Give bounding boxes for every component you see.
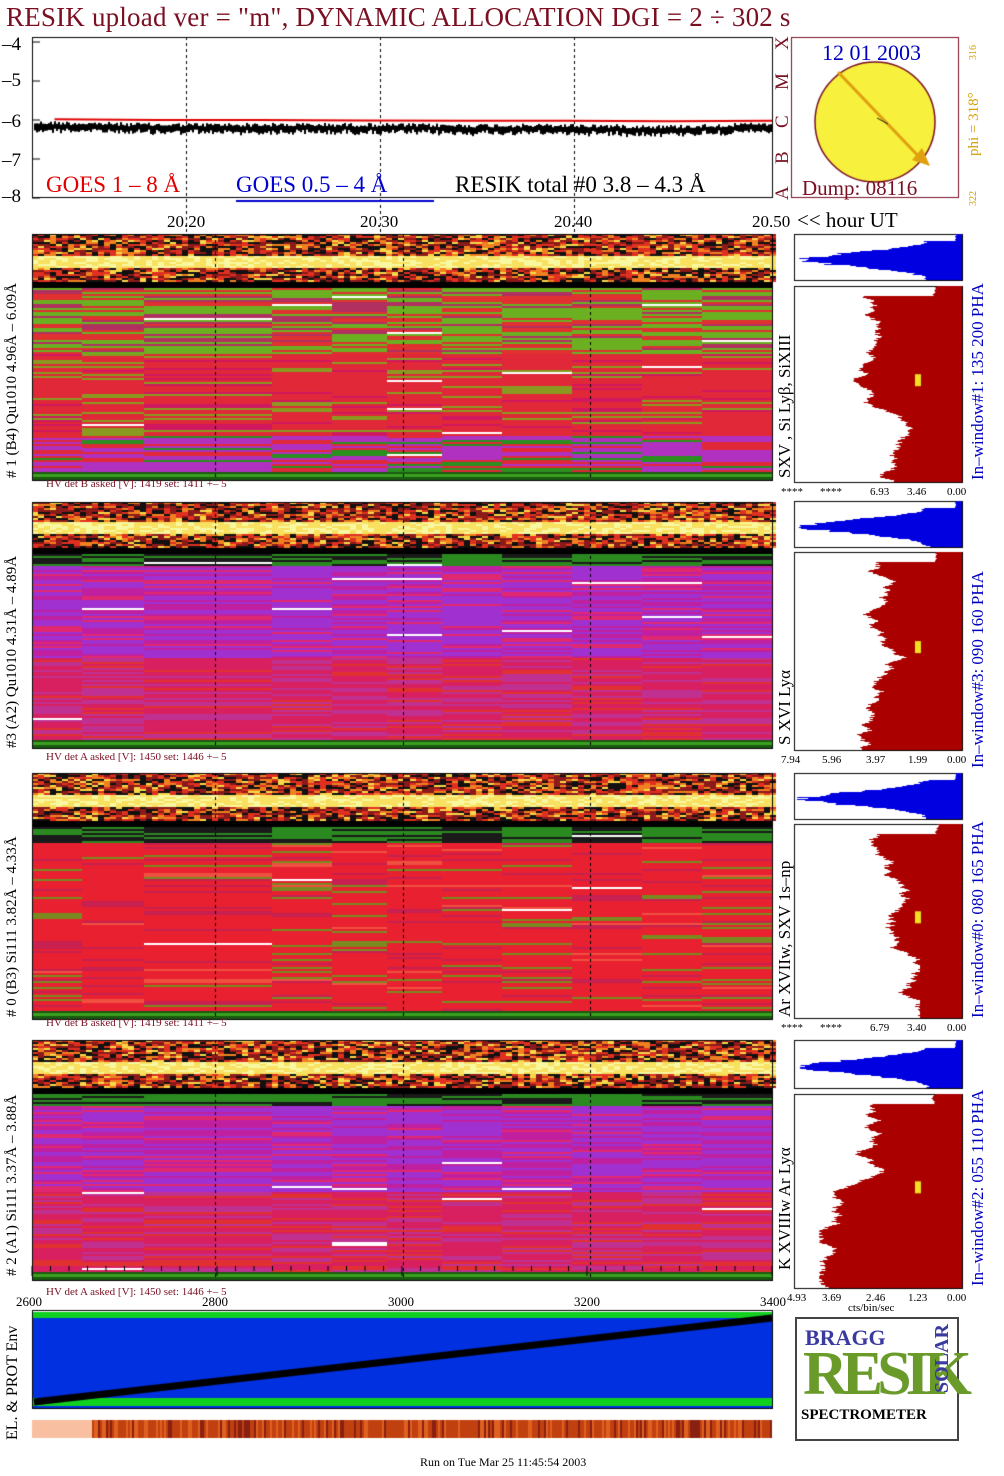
- goes-y-tick: –5: [2, 70, 21, 91]
- hour-tick: 20.20: [167, 212, 206, 231]
- detector-1-ion: SXV , Si Lyβ, SiXIII: [775, 334, 794, 478]
- goes-y-tick: –7: [2, 150, 21, 171]
- bottom-axis-tick: 2600: [16, 1294, 42, 1309]
- goes-class-x: X: [772, 36, 793, 50]
- bottom-axis-tick: 3200: [574, 1294, 600, 1309]
- resik-logo: BRAGG RESIK SOLAR SPECTROMETER: [795, 1317, 972, 1441]
- detector-0-ion: Ar XVIIw, SXV 1s–np: [775, 860, 794, 1017]
- scale-tick: 0.00: [947, 486, 967, 498]
- scale-tick: ****: [820, 1022, 842, 1034]
- detector-3-label: #3 (A2) Qu1010 4.31Å – 4.89Å: [4, 555, 20, 748]
- goes-class-m: M: [772, 73, 793, 90]
- scale-tick: 5.96: [822, 754, 842, 766]
- hour-tick: 20.50: [752, 212, 791, 231]
- scale-tick: ****: [781, 1022, 803, 1034]
- hour-tick: 20.40: [554, 212, 593, 231]
- scale-tick: 3.97: [866, 754, 886, 766]
- goes-class-c: C: [772, 115, 793, 128]
- phi-bottom: 322: [968, 191, 979, 206]
- run-timestamp: Run on Tue Mar 25 11:45:54 2003: [420, 1455, 587, 1469]
- detector-0-pha: In–window#0: 080 165 PHA: [968, 821, 987, 1018]
- detector-2-label: # 2 (A1) Si111 3.37Å – 3.88Å: [4, 1094, 20, 1276]
- logo-bragg: BRAGG: [805, 1325, 886, 1350]
- scale-tick: ****: [781, 486, 803, 498]
- detector-3-hv: HV det A asked [V]: 1450 set: 1446 +– 5: [46, 751, 227, 763]
- detector-2-hv: HV det A asked [V]: 1450 set: 1446 +– 5: [46, 1286, 227, 1298]
- scale-tick: 3.40: [907, 1022, 927, 1034]
- hour-axis-label: << hour UT: [797, 208, 898, 232]
- scale-tick: 4.93: [787, 1292, 807, 1304]
- detector-1-hv: HV det B asked [V]: 1419 set: 1411 +– 5: [46, 478, 227, 490]
- phi-angle: phi = 318°: [966, 92, 982, 156]
- unit-label: cts/bin/sec: [848, 1302, 895, 1314]
- detector-3-pha: In–window#3: 090 160 PHA: [968, 571, 987, 768]
- goes-y-tick: –6: [2, 111, 21, 132]
- hour-tick: 20.30: [360, 212, 399, 231]
- logo-name: SPECTROMETER: [801, 1407, 927, 1423]
- logo-solar: SOLAR: [931, 1324, 953, 1393]
- detector-0-label: # 0 (B3) Si111 3.82Å – 4.33Å: [4, 836, 20, 1017]
- goes-class-a: A: [772, 186, 793, 200]
- scale-tick: 3.46: [907, 486, 927, 498]
- scale-tick: 3.69: [822, 1292, 842, 1304]
- legend-resik-total: RESIK total #0 3.8 – 4.3 Å: [455, 172, 706, 197]
- scale-tick: 0.00: [947, 754, 967, 766]
- scale-tick: ****: [820, 486, 842, 498]
- environment-label: EL. & PROT Env: [4, 1325, 21, 1440]
- scale-tick: 1.23: [908, 1292, 928, 1304]
- detector-1-pha: In–window#1: 135 200 PHA: [968, 283, 987, 480]
- detector-2-ion: K XVIIIw Ar Lyα: [775, 1147, 794, 1270]
- legend-goes-05-4: GOES 0.5 – 4 Å: [236, 172, 388, 197]
- detector-1-label: # 1 (B4) Qu1010 4.96Å – 6.09Å: [4, 283, 20, 478]
- page-title: RESIK upload ver = "m", DYNAMIC ALLOCATI…: [6, 2, 791, 32]
- dump-number: Dump: 08116: [802, 176, 918, 200]
- bottom-axis-tick: 3400: [760, 1294, 786, 1309]
- detector-3-ion: S XVI Lyα: [775, 669, 794, 745]
- scale-tick: 2.46: [866, 1292, 886, 1304]
- legend-goes-1-8: GOES 1 – 8 Å: [46, 172, 181, 197]
- scale-tick: 1.99: [908, 754, 928, 766]
- scale-tick: 0.00: [947, 1292, 967, 1304]
- bottom-axis-tick: 3000: [388, 1294, 414, 1309]
- scale-tick: 0.00: [947, 1022, 967, 1034]
- bottom-axis-tick: 2800: [202, 1294, 228, 1309]
- scale-tick: 6.93: [870, 486, 890, 498]
- logo-letters: RESIK: [803, 1340, 972, 1408]
- goes-y-tick: –8: [2, 186, 21, 207]
- observation-date: 12 01 2003: [822, 40, 921, 65]
- scale-tick: 6.79: [870, 1022, 890, 1034]
- detector-2-pha: In–window#2: 055 110 PHA: [968, 1089, 987, 1286]
- scale-tick: 7.94: [781, 754, 801, 766]
- detector-0-hv: HV det B asked [V]: 1419 set: 1411 +– 5: [46, 1017, 227, 1029]
- goes-class-b: B: [772, 151, 793, 164]
- goes-y-tick: –4: [2, 34, 21, 55]
- phi-small: 316: [968, 45, 979, 60]
